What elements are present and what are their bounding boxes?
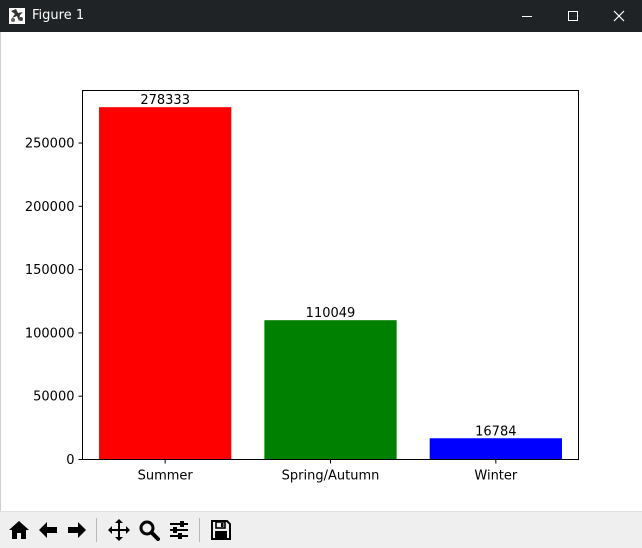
bar-2 [429, 438, 562, 460]
configure-subplots-icon [170, 521, 188, 539]
plot-area: 278333 Summer 110049 Spring/Autumn 16784 Wint… [25, 90, 579, 484]
maximize-icon [568, 11, 578, 21]
y-tick-label: 50000 [33, 390, 74, 405]
save-icon [211, 520, 231, 540]
pan-icon [108, 519, 130, 541]
window-border [0, 32, 2, 511]
bar-value-label: 16784 [475, 424, 516, 439]
y-tick-label: 0 [66, 453, 74, 468]
maximize-button[interactable] [550, 0, 596, 32]
figure-canvas: 278333 Summer 110049 Spring/Autumn 16784 Wint… [2, 32, 642, 511]
toolbar-separator [199, 518, 200, 542]
bar-0 [99, 107, 232, 460]
minimize-icon [522, 16, 532, 17]
home-icon [9, 521, 29, 539]
bar-1 [264, 320, 397, 460]
bar-value-label: 110049 [306, 306, 356, 321]
save-button[interactable] [208, 516, 234, 544]
window-titlebar: Figure 1 [0, 0, 642, 32]
close-button[interactable] [596, 0, 642, 32]
home-button[interactable] [6, 516, 32, 544]
minimize-button[interactable] [504, 0, 550, 32]
x-tick-label: Winter [474, 469, 518, 484]
axes-frame [82, 90, 579, 460]
forward-icon [68, 522, 86, 538]
zoom-icon [139, 520, 160, 541]
back-button[interactable] [35, 516, 61, 544]
x-tick-label: Spring/Autumn [282, 469, 380, 484]
zoom-button[interactable] [136, 516, 162, 544]
y-tick-label: 200000 [25, 200, 75, 215]
x-tick-label: Summer [138, 469, 194, 484]
window-title: Figure 1 [32, 8, 85, 23]
configure-subplots-button[interactable] [166, 516, 192, 544]
figure-app-icon [9, 8, 25, 24]
y-tick-label: 100000 [25, 326, 75, 341]
back-icon [39, 522, 57, 538]
navigation-toolbar [0, 511, 642, 548]
pan-button[interactable] [106, 516, 132, 544]
toolbar-separator [96, 518, 97, 542]
forward-button[interactable] [64, 516, 90, 544]
bar-chart: 278333 Summer 110049 Spring/Autumn 16784 Wint… [25, 90, 579, 484]
close-icon [613, 10, 625, 22]
y-tick-label: 250000 [25, 137, 75, 152]
bar-value-label: 278333 [140, 93, 190, 108]
y-tick-label: 150000 [25, 263, 75, 278]
